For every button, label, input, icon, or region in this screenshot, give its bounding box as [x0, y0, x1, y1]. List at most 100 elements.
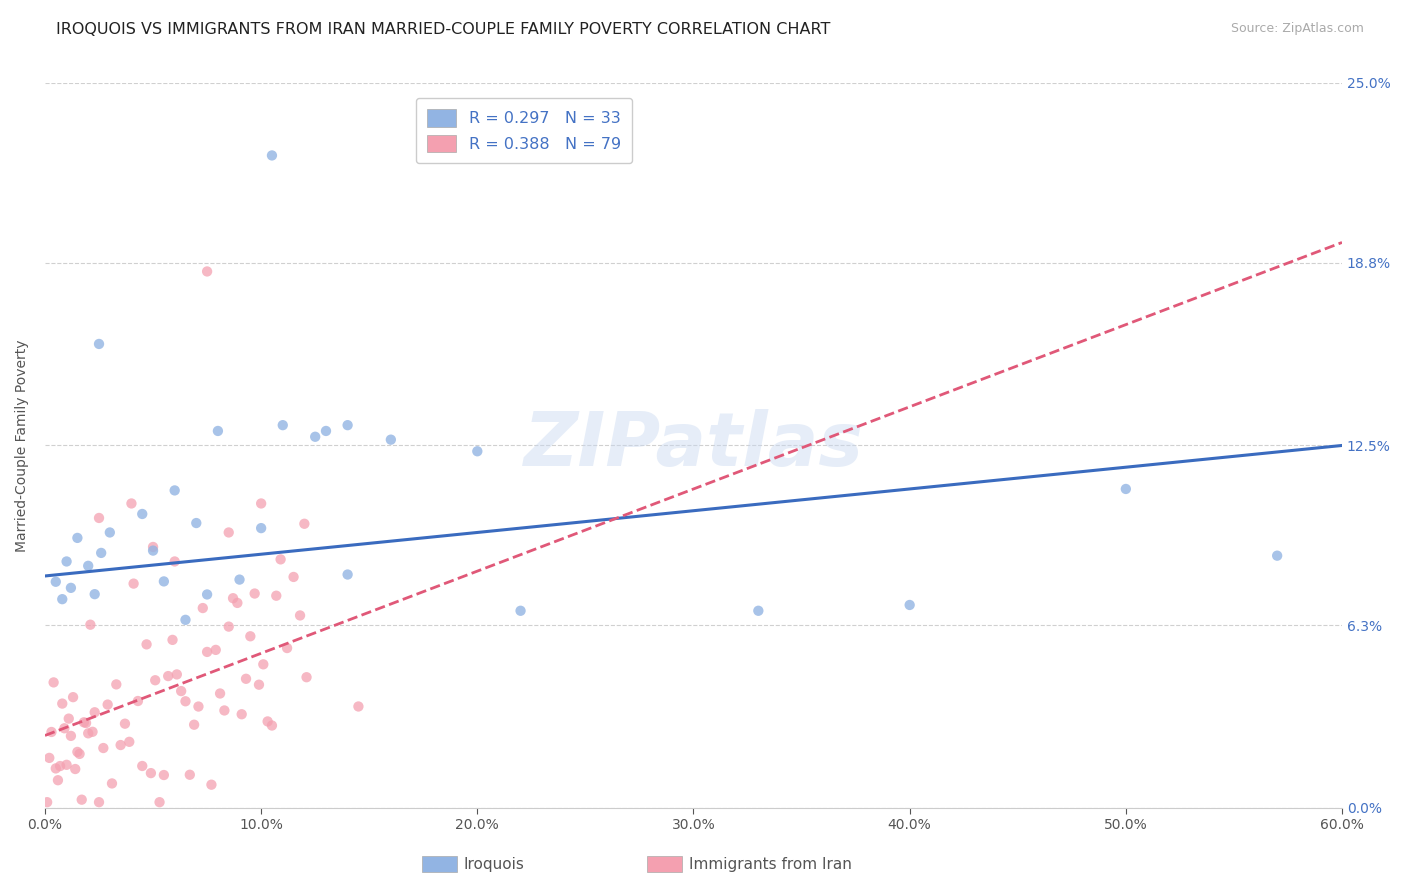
Point [142, 540, 165, 554]
Point [222, 591, 245, 606]
Point [118, 735, 141, 749]
Point [77, 558, 100, 573]
Point [163, 483, 186, 498]
Text: Source: ZipAtlas.com: Source: ZipAtlas.com [1230, 22, 1364, 36]
Point [465, 444, 488, 458]
Point [231, 707, 253, 722]
Point [131, 759, 153, 773]
Point [66, 745, 89, 759]
Point [135, 637, 157, 651]
Point [162, 632, 184, 647]
Point [45, 761, 67, 775]
Point [122, 576, 145, 591]
Point [83, 587, 105, 601]
Point [97, 698, 120, 712]
Point [69, 747, 91, 761]
Point [148, 795, 170, 809]
Point [347, 699, 370, 714]
Point [239, 629, 262, 643]
Point [77, 726, 100, 740]
Point [157, 669, 180, 683]
Point [87, 795, 110, 809]
Point [336, 418, 359, 433]
Point [304, 430, 326, 444]
Point [218, 525, 240, 540]
Point [270, 552, 292, 566]
Point [174, 694, 197, 708]
Point [51, 697, 73, 711]
Point [73, 715, 96, 730]
Point [214, 703, 236, 717]
Point [264, 589, 287, 603]
Text: IROQUOIS VS IMMIGRANTS FROM IRAN MARRIED-COUPLE FAMILY POVERTY CORRELATION CHART: IROQUOIS VS IMMIGRANTS FROM IRAN MARRIED… [56, 22, 831, 37]
Point [186, 516, 208, 530]
Point [250, 496, 273, 510]
Text: Immigrants from Iran: Immigrants from Iran [689, 857, 852, 871]
Point [153, 768, 176, 782]
Point [380, 433, 402, 447]
Point [110, 738, 132, 752]
Point [292, 516, 315, 531]
Point [55, 554, 77, 568]
Point [87, 337, 110, 351]
Point [59, 581, 82, 595]
Point [295, 670, 318, 684]
Point [66, 531, 89, 545]
Point [41, 725, 63, 739]
Point [228, 573, 250, 587]
Point [70, 792, 93, 806]
Point [46, 773, 69, 788]
Point [114, 716, 136, 731]
Point [51, 592, 73, 607]
Point [166, 667, 188, 681]
Point [42, 675, 65, 690]
Point [49, 759, 72, 773]
Point [276, 641, 298, 656]
Point [179, 768, 201, 782]
Point [183, 717, 205, 731]
Text: Iroquois: Iroquois [464, 857, 524, 871]
Point [127, 694, 149, 708]
Point [226, 596, 249, 610]
Point [37, 795, 59, 809]
Point [195, 264, 218, 278]
Point [247, 678, 270, 692]
Point [243, 586, 266, 600]
Point [45, 574, 67, 589]
Point [139, 766, 162, 780]
Point [747, 604, 769, 618]
Point [336, 567, 359, 582]
Point [153, 574, 176, 589]
Point [207, 424, 229, 438]
Point [191, 601, 214, 615]
Point [90, 546, 112, 560]
Text: ZIPatlas: ZIPatlas [523, 409, 863, 482]
Point [187, 699, 209, 714]
Point [195, 645, 218, 659]
Point [163, 554, 186, 568]
Y-axis label: Married-Couple Family Poverty: Married-Couple Family Poverty [15, 339, 30, 552]
Point [283, 570, 305, 584]
Point [288, 608, 311, 623]
Point [898, 598, 921, 612]
Point [75, 716, 97, 731]
Point [1265, 549, 1288, 563]
Point [55, 757, 77, 772]
Point [105, 677, 128, 691]
Point [250, 521, 273, 535]
Point [131, 507, 153, 521]
Point [62, 690, 84, 705]
Point [170, 684, 193, 698]
Point [59, 729, 82, 743]
Point [101, 776, 124, 790]
Point [260, 718, 283, 732]
Point [195, 587, 218, 601]
Point [235, 672, 257, 686]
Point [509, 604, 531, 618]
Point [91, 741, 114, 756]
Point [209, 686, 232, 700]
Point [142, 543, 165, 558]
Point [1115, 482, 1137, 496]
Point [218, 619, 240, 633]
Point [98, 525, 121, 540]
